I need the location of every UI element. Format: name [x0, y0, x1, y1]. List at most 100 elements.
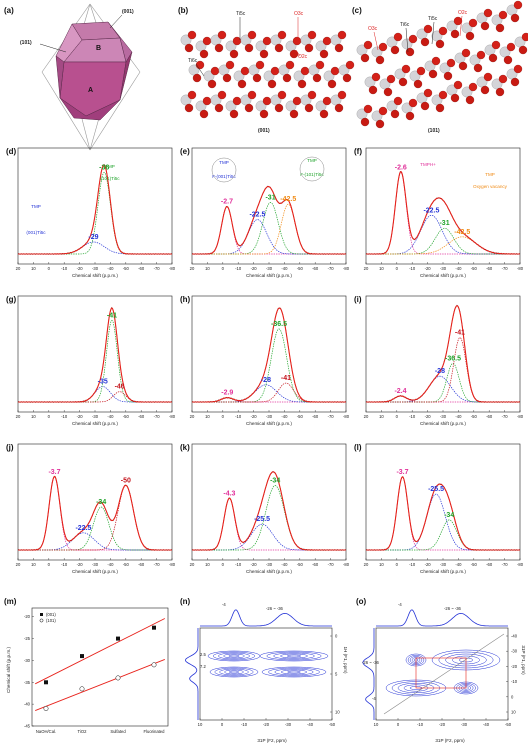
contour [259, 650, 329, 662]
o-atom [322, 96, 332, 106]
spectrum-f-label: (f) [354, 147, 362, 156]
x-tick-label: -40 [307, 722, 314, 727]
spectrum-d-label: (d) [6, 147, 17, 156]
annotation-text: TMP [105, 164, 115, 169]
spectrum-xlabel: Chemical shift (p.p.m.) [420, 421, 466, 426]
spectrum-xlabel: Chemical shift (p.p.m.) [72, 273, 118, 278]
o-atom [476, 50, 486, 60]
contour [207, 650, 261, 662]
contour [214, 667, 254, 677]
x-tick-label: 0 [396, 414, 399, 419]
x-tick-label: 20 [16, 266, 21, 271]
contour [219, 668, 249, 676]
o-atom [488, 53, 498, 63]
fit-trace [192, 471, 346, 551]
o-atom [345, 60, 355, 70]
panel-o-top-left: -4 [398, 602, 402, 607]
o-atom [405, 111, 415, 121]
peak-label: -3.7 [396, 469, 408, 476]
peak-label: -29 [88, 234, 98, 241]
x-tick-label: 20 [190, 562, 195, 567]
x-tick-label: -30 [92, 414, 99, 419]
x-tick-label: 0 [222, 562, 225, 567]
spectrum-frame [17, 295, 173, 413]
m-y-tick: -30 [24, 658, 31, 663]
peak-label: -22.5 [249, 212, 265, 219]
experimental-trace [365, 304, 521, 403]
o-atom [453, 80, 463, 90]
peak-label: -2.7 [221, 199, 233, 206]
o-atom [315, 60, 325, 70]
x-tick-label: -70 [154, 414, 161, 419]
panel-n-label: (n) [180, 597, 191, 606]
o-atom [398, 77, 408, 87]
x-tick-label: 20 [364, 266, 369, 271]
x-tick-label: -80 [517, 266, 524, 271]
x-tick-label: 20 [190, 414, 195, 419]
o-atom [416, 66, 426, 76]
m-x-tick: TiO2 [78, 729, 88, 734]
panel-o-top-right: -26 ~ -36 [444, 606, 462, 611]
x-tick-label: -30 [440, 562, 447, 567]
x-tick-label: -10 [235, 414, 242, 419]
spectrum-panel-l: (l) 20 10 0 -10 -20 -30 -40 -50 -60 -70 -80 Chemical… [354, 443, 524, 574]
o-atom [289, 49, 299, 59]
component-magenta [192, 498, 346, 551]
o-atom [408, 98, 418, 108]
peak-label: -28 [435, 368, 445, 375]
x-tick-label: 20 [190, 266, 195, 271]
annotation-text: TMP [219, 160, 229, 165]
facet-101-label: (101) [20, 40, 32, 46]
panel-m-frame [31, 607, 169, 727]
x-tick-label: 10 [31, 414, 36, 419]
x-tick-label: -60 [138, 414, 145, 419]
top-projection [376, 609, 508, 627]
peak-label: -2.9 [221, 390, 233, 397]
o-atom [375, 119, 385, 129]
contour [268, 667, 320, 677]
o-atom [307, 30, 317, 40]
component-blue [192, 523, 346, 551]
o-atom [274, 103, 284, 113]
spectrum-i-label: (i) [354, 295, 362, 304]
x-tick-label: -30 [266, 562, 273, 567]
spectrum-xlabel: Chemical shift (p.p.m.) [246, 569, 292, 574]
x-tick-label: 20 [16, 562, 21, 567]
x-tick-label: -10 [61, 414, 68, 419]
annotation-circle [211, 157, 237, 183]
peak-label: -4.3 [223, 490, 235, 497]
spectrum-xlabel: Chemical shift (p.p.m.) [420, 273, 466, 278]
o-atom [267, 79, 277, 89]
o-atom [319, 109, 329, 119]
component-darkred [192, 382, 346, 403]
point-101 [43, 706, 49, 711]
o-atom [375, 55, 385, 65]
x-tick-label: -40 [281, 414, 288, 419]
x-tick-label: -40 [107, 266, 114, 271]
fit-trace [192, 185, 346, 255]
o-atom [518, 45, 528, 55]
peak-label: -22.5 [75, 525, 91, 532]
crystal-bottom-facet [59, 97, 121, 121]
x-tick-label: -60 [486, 562, 493, 567]
spectrum-frame [191, 147, 347, 265]
panel-o-ylabel: 31P (F1, ppm) [521, 645, 526, 675]
o-atom [498, 10, 508, 20]
o-atom [202, 96, 212, 106]
o-atom [438, 90, 448, 100]
contour [224, 669, 244, 675]
x-tick-label: -50 [123, 414, 130, 419]
fit-trace [18, 475, 172, 551]
component-blue [192, 219, 346, 255]
o-atom [342, 73, 352, 83]
m-x-tick: Sulfated [110, 729, 126, 734]
fit-trace [192, 307, 346, 403]
o-atom [214, 43, 224, 53]
top-projection [200, 609, 332, 627]
spectrum-xlabel: Chemical shift (p.p.m.) [72, 569, 118, 574]
panel-a-label: (a) [4, 6, 14, 15]
experimental-trace [17, 163, 173, 255]
legend-001-text: (001) [46, 612, 56, 617]
o-atom [465, 31, 475, 41]
